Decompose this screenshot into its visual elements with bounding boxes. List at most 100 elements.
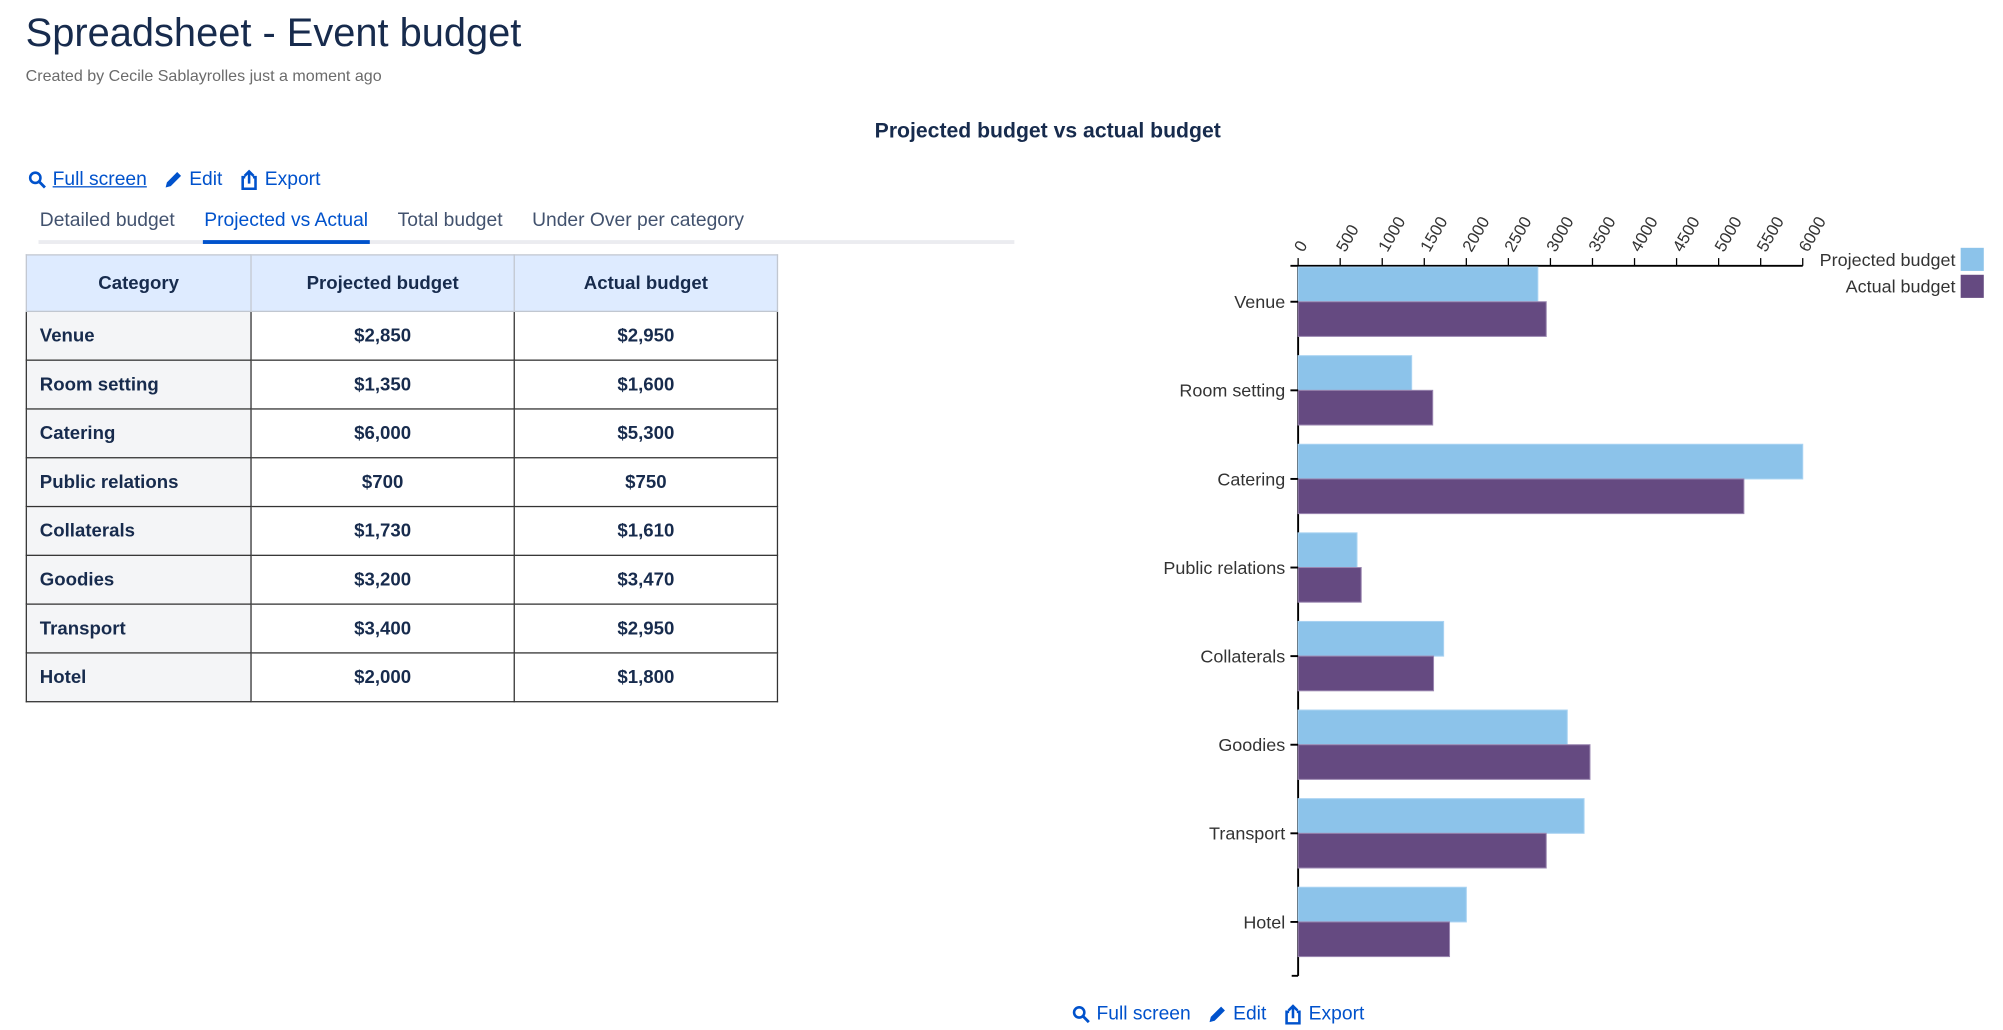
x-tick-label: 6000 [1795,213,1830,255]
bottom-actions: Full screen Edit Export [1072,1003,1364,1025]
projected-cell: $3,400 [250,603,515,654]
full-screen-label: Full screen [52,168,147,191]
pencil-icon [166,171,182,187]
tab-detailed-budget[interactable]: Detailed budget [39,209,175,232]
actual-cell: $2,950 [513,603,779,654]
projected-cell: $2,000 [250,652,515,703]
export-icon [241,168,258,190]
actual-bar [1297,567,1362,603]
chart-title: Projected budget vs actual budget [874,119,1221,143]
y-tick-label: Transport [1209,824,1285,844]
actual-bar [1297,744,1591,780]
table-row: Hotel $2,000 $1,800 [25,652,779,703]
table-row: Room setting $1,350 $1,600 [25,359,779,410]
projected-cell: $1,350 [250,359,515,410]
category-cell: Transport [25,603,252,654]
x-tick-label: 5000 [1711,213,1746,255]
table-row: Catering $6,000 $5,300 [25,408,779,459]
edit-label: Edit [1233,1002,1267,1025]
y-tick-label: Collaterals [1200,647,1285,667]
category-cell: Room setting [25,359,252,410]
legend-label: Actual budget [1846,277,1956,297]
export-label: Export [1308,1002,1365,1025]
table-row: Goodies $3,200 $3,470 [25,554,779,605]
x-tick-label: 1500 [1416,213,1451,255]
x-tick-label: 2500 [1501,213,1536,255]
full-screen-link[interactable]: Full screen [1072,1003,1191,1025]
x-tick-label: 500 [1332,221,1362,255]
projected-cell: $3,200 [250,554,515,605]
actual-cell: $5,300 [513,408,779,459]
search-icon [1072,1005,1090,1023]
x-tick-label: 1000 [1374,213,1409,255]
projected-bar [1297,620,1445,657]
projected-bar [1297,709,1568,746]
export-label: Export [264,168,321,191]
full-screen-label: Full screen [1096,1002,1191,1025]
column-header: Actual budget [513,254,779,313]
y-tick-label: Catering [1217,469,1285,489]
category-cell: Venue [25,310,252,361]
tab-under-over-per-category[interactable]: Under Over per category [532,209,745,232]
y-tick-label: Hotel [1243,912,1285,932]
tab-projected-vs-actual[interactable]: Projected vs Actual [202,209,369,244]
bar-chart: 0 500 1000 1500 2000 2500 3000 3500 4000 4500 5000… [1163,213,1984,977]
page-byline: Created by Cecile Sablayrolles just a mo… [25,66,382,85]
actual-bar [1297,478,1745,515]
x-tick-label: 4000 [1627,213,1662,255]
export-link[interactable]: Export [240,168,320,190]
category-cell: Hotel [25,652,252,703]
category-cell: Catering [25,408,252,459]
projected-bar [1297,355,1413,391]
y-tick-label: Room setting [1179,381,1285,401]
legend-label: Projected budget [1820,250,1956,270]
column-header: Category [25,254,252,313]
legend-swatch [1960,247,1984,271]
projected-cell: $2,850 [250,310,515,361]
category-cell: Goodies [25,554,252,605]
actual-cell: $1,610 [513,505,779,556]
export-link[interactable]: Export [1284,1003,1364,1025]
projected-bar [1297,532,1358,569]
top-actions: Full screen Edit Export [28,168,320,190]
x-tick-label: 3500 [1585,213,1620,255]
edit-label: Edit [189,168,223,191]
category-cell: Collaterals [25,505,252,556]
projected-cell: $1,730 [250,505,515,556]
category-cell: Public relations [25,457,252,508]
actual-cell: $1,800 [513,652,779,703]
full-screen-link[interactable]: Full screen [28,168,147,190]
tab-bar: Detailed budget Projected vs Actual Tota… [38,209,1015,244]
table-row: Transport $3,400 $2,950 [25,603,779,654]
projected-cell: $700 [250,457,515,508]
actual-bar [1297,301,1547,337]
page-title: Spreadsheet - Event budget [25,10,522,56]
tab-total-budget[interactable]: Total budget [397,209,503,232]
actual-bar [1297,921,1451,958]
projected-cell: $6,000 [250,408,515,459]
table-row: Public relations $700 $750 [25,457,779,508]
export-icon [1285,1003,1301,1024]
x-tick-label: 3000 [1543,213,1578,255]
legend-swatch [1960,274,1984,298]
edit-link[interactable]: Edit [165,168,223,191]
projected-bar [1297,443,1804,480]
x-tick-label: 4500 [1669,213,1704,255]
actual-bar [1297,389,1434,426]
y-tick-label: Goodies [1218,735,1285,755]
table-row: Venue $2,850 $2,950 [25,310,779,361]
y-tick-label: Venue [1234,292,1285,312]
pencil-icon [1209,1006,1226,1022]
edit-link[interactable]: Edit [1209,1002,1267,1025]
column-header: Projected budget [250,254,515,313]
actual-cell: $3,470 [513,554,779,605]
actual-cell: $2,950 [513,310,779,361]
actual-cell: $1,600 [513,359,779,410]
actual-cell: $750 [513,457,779,508]
projected-bar [1297,886,1467,923]
actual-bar [1297,832,1547,869]
actual-bar [1297,655,1435,692]
x-tick-label: 2000 [1458,213,1493,255]
y-tick-label: Public relations [1163,558,1285,578]
